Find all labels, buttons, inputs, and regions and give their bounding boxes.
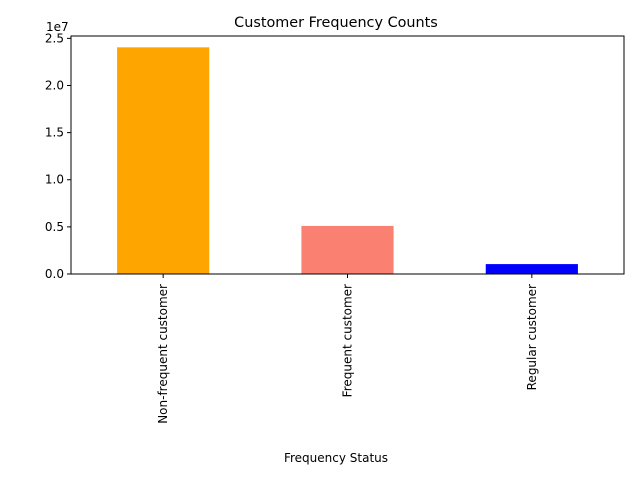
bar xyxy=(117,47,210,275)
y-axis-offset-label: 1e7 xyxy=(46,20,69,34)
y-tick-label: 1.5 xyxy=(45,126,64,140)
bar xyxy=(485,264,578,274)
y-tick-label: 0.5 xyxy=(45,220,64,234)
y-tick-label: 2.0 xyxy=(45,78,64,92)
bar xyxy=(301,225,394,274)
x-tick-label: Regular customer xyxy=(525,284,539,390)
y-tick-label: 0.0 xyxy=(45,267,64,281)
chart-title: Customer Frequency Counts xyxy=(234,15,438,31)
plot-area: 0.0 0.5 1.0 1.5 2.0 2.5 Non-frequent customer F… xyxy=(45,31,625,424)
x-axis-label: Frequency Status xyxy=(284,451,388,465)
y-tick-label: 1.0 xyxy=(45,173,64,187)
x-tick-label: Frequent customer xyxy=(341,284,355,397)
x-tick-label: Non-frequent customer xyxy=(156,284,170,424)
y-tick-label: 2.5 xyxy=(45,31,64,45)
